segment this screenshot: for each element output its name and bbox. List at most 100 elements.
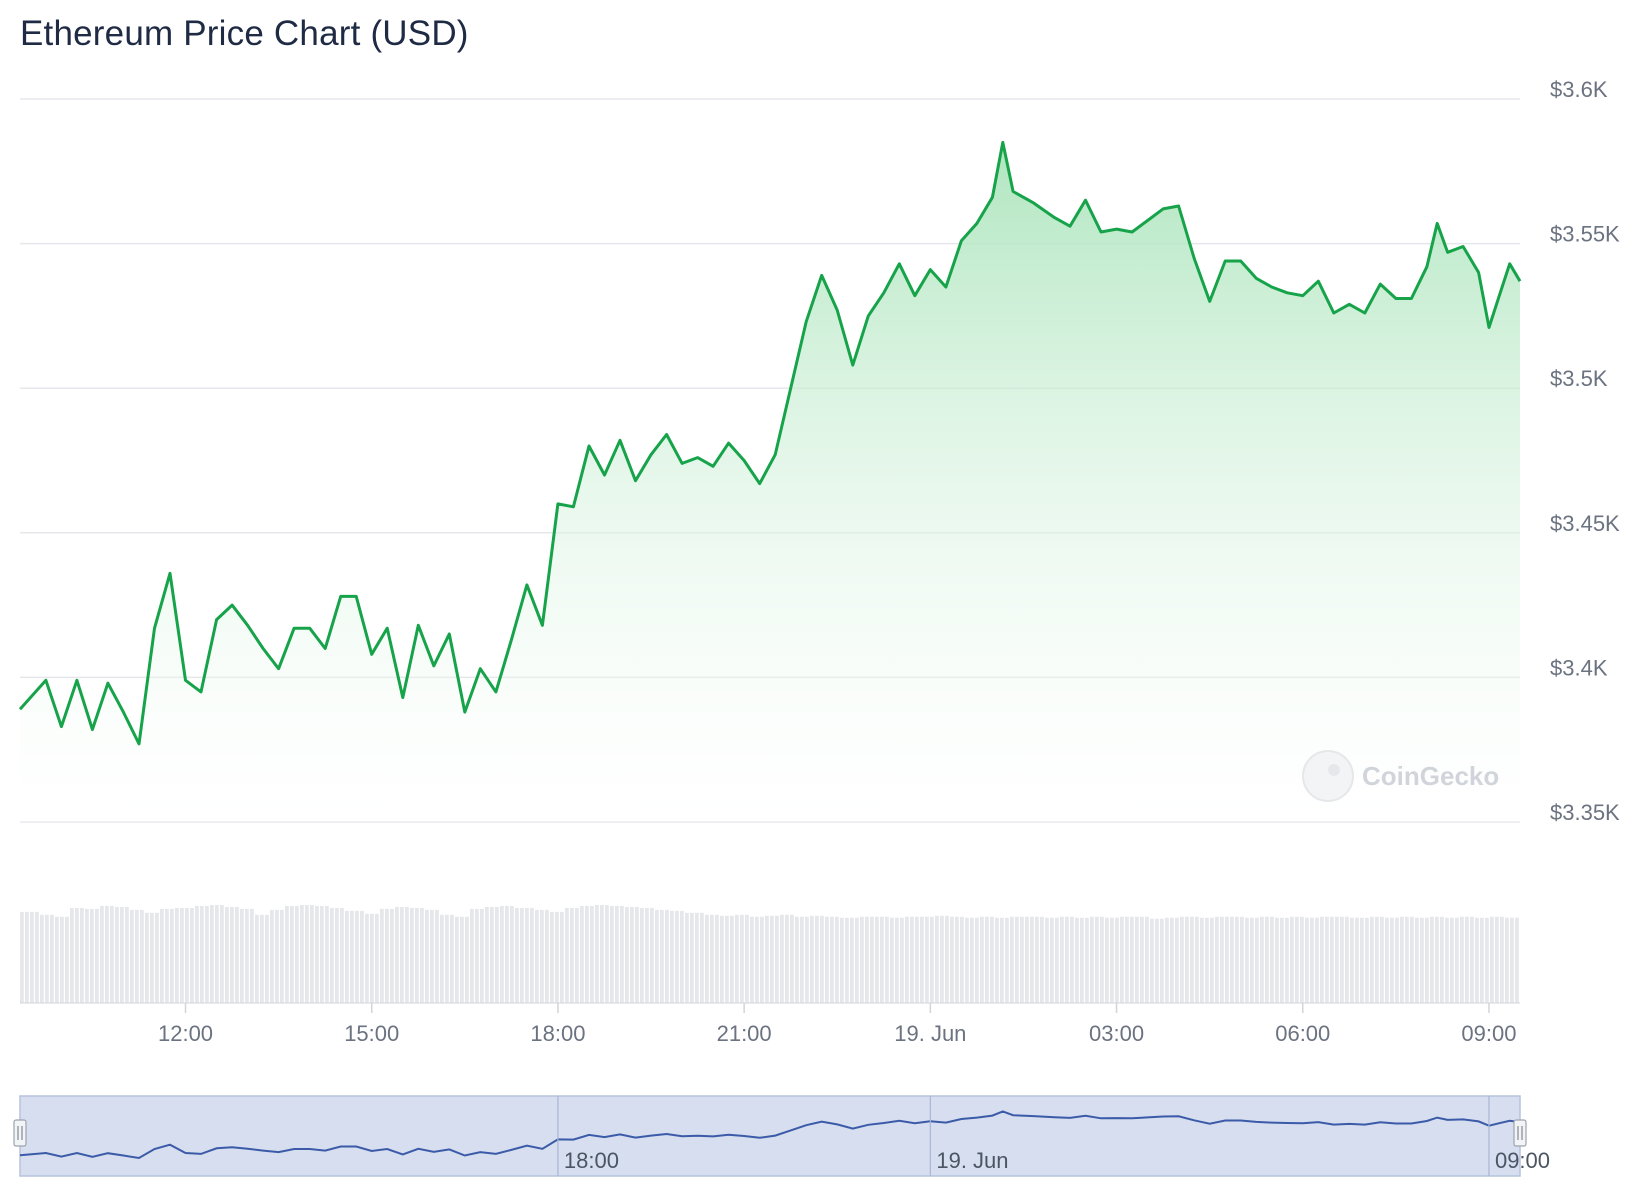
volume-bar (820, 915, 824, 1003)
price-series-line[interactable] (18, 140, 1522, 746)
volume-bar (770, 915, 774, 1003)
volume-bar (890, 917, 894, 1003)
volume-bar (45, 914, 49, 1003)
volume-bar (220, 905, 224, 1003)
volume-bar (800, 916, 804, 1003)
volume-bar (105, 905, 109, 1003)
volume-bar (750, 916, 754, 1003)
volume-bar (1125, 916, 1129, 1003)
volume-bar (210, 905, 214, 1003)
volume-bar (715, 914, 719, 1003)
volume-bar (190, 907, 194, 1003)
volume-bar (680, 910, 684, 1003)
y-tick-label: $3.6K (1550, 77, 1608, 102)
x-tick-label: 19. Jun (894, 1021, 966, 1046)
volume-bar (1350, 917, 1354, 1003)
volume-bar (705, 914, 709, 1003)
volume-bar (1045, 917, 1049, 1003)
x-tick-label: 21:00 (717, 1021, 772, 1046)
volume-bar (260, 914, 264, 1003)
price-area (20, 142, 1520, 822)
volume-bar (310, 905, 314, 1003)
price-line[interactable] (18, 140, 1522, 746)
volume-bar (120, 906, 124, 1003)
volume-bar (265, 914, 269, 1003)
volume-bar (700, 912, 704, 1003)
volume-bar (1450, 917, 1454, 1003)
volume-bar (1470, 916, 1474, 1003)
volume-bar (850, 917, 854, 1003)
volume-bar (945, 915, 949, 1003)
navigator-handle[interactable] (13, 1119, 27, 1147)
volume-bar (1275, 917, 1279, 1003)
volume-bar (645, 907, 649, 1003)
volume-bar (95, 908, 99, 1003)
navigator-series-line (19, 1110, 1521, 1160)
x-tick-label: 06:00 (1275, 1021, 1330, 1046)
volume-bar (1070, 916, 1074, 1003)
volume-bar (555, 911, 559, 1003)
navigator-tick-label: 18:00 (564, 1148, 619, 1173)
volume-bar (1405, 916, 1409, 1003)
navigator-handle[interactable] (1513, 1119, 1527, 1147)
x-tick-label: 15:00 (344, 1021, 399, 1046)
volume-bar (610, 905, 614, 1003)
volume-bar (785, 914, 789, 1003)
volume-bar (1080, 917, 1084, 1003)
volume-bar (930, 916, 934, 1003)
volume-bar (235, 906, 239, 1003)
volume-bar (1160, 918, 1164, 1003)
volume-bar (740, 914, 744, 1003)
volume-bar (25, 911, 29, 1003)
volume-bar (1495, 916, 1499, 1003)
volume-bar (1485, 917, 1489, 1003)
volume-bar (1050, 917, 1054, 1003)
volume-bar (1235, 916, 1239, 1003)
volume-bar (1195, 916, 1199, 1003)
volume-bar (1075, 917, 1079, 1003)
volume-bar (115, 906, 119, 1003)
volume-bar (475, 908, 479, 1003)
volume-bar (490, 906, 494, 1003)
volume-bar (590, 905, 594, 1003)
volume-bar (20, 911, 24, 1003)
range-navigator[interactable]: 18:00 19. Jun 09:00 (13, 1095, 1550, 1177)
volume-bar (1395, 917, 1399, 1003)
volume-bar (1380, 916, 1384, 1003)
volume-bar (180, 907, 184, 1003)
volume-bar (1230, 916, 1234, 1003)
volume-bar (1490, 916, 1494, 1003)
price-area-fill (20, 142, 1520, 822)
volume-bar (295, 905, 299, 1003)
volume-bar (375, 913, 379, 1003)
volume-bar (440, 914, 444, 1003)
volume-bar (745, 914, 749, 1003)
volume-bar (40, 914, 44, 1003)
volume-bar (710, 914, 714, 1003)
volume-bar (565, 907, 569, 1003)
volume-bar (815, 915, 819, 1003)
volume-bar (660, 909, 664, 1003)
volume-bar (330, 907, 334, 1003)
volume-bar (985, 916, 989, 1003)
volume-bar (1185, 916, 1189, 1003)
y-tick-label: $3.5K (1550, 366, 1608, 391)
volume-bar (1035, 916, 1039, 1003)
volume-bar (525, 907, 529, 1003)
volume-bar (140, 909, 144, 1003)
volume-bar (730, 915, 734, 1003)
volume-bar (85, 908, 89, 1003)
volume-bar (1500, 916, 1504, 1003)
volume-bar (725, 915, 729, 1003)
volume-bar (1000, 917, 1004, 1003)
volume-bar (155, 912, 159, 1003)
volume-bar (860, 916, 864, 1003)
volume-bar (515, 907, 519, 1003)
volume-bar (915, 916, 919, 1003)
volume-bar (1060, 916, 1064, 1003)
volume-bar (1105, 917, 1109, 1003)
volume-bar (500, 905, 504, 1003)
volume-bar (1310, 917, 1314, 1003)
volume-bar (990, 916, 994, 1003)
